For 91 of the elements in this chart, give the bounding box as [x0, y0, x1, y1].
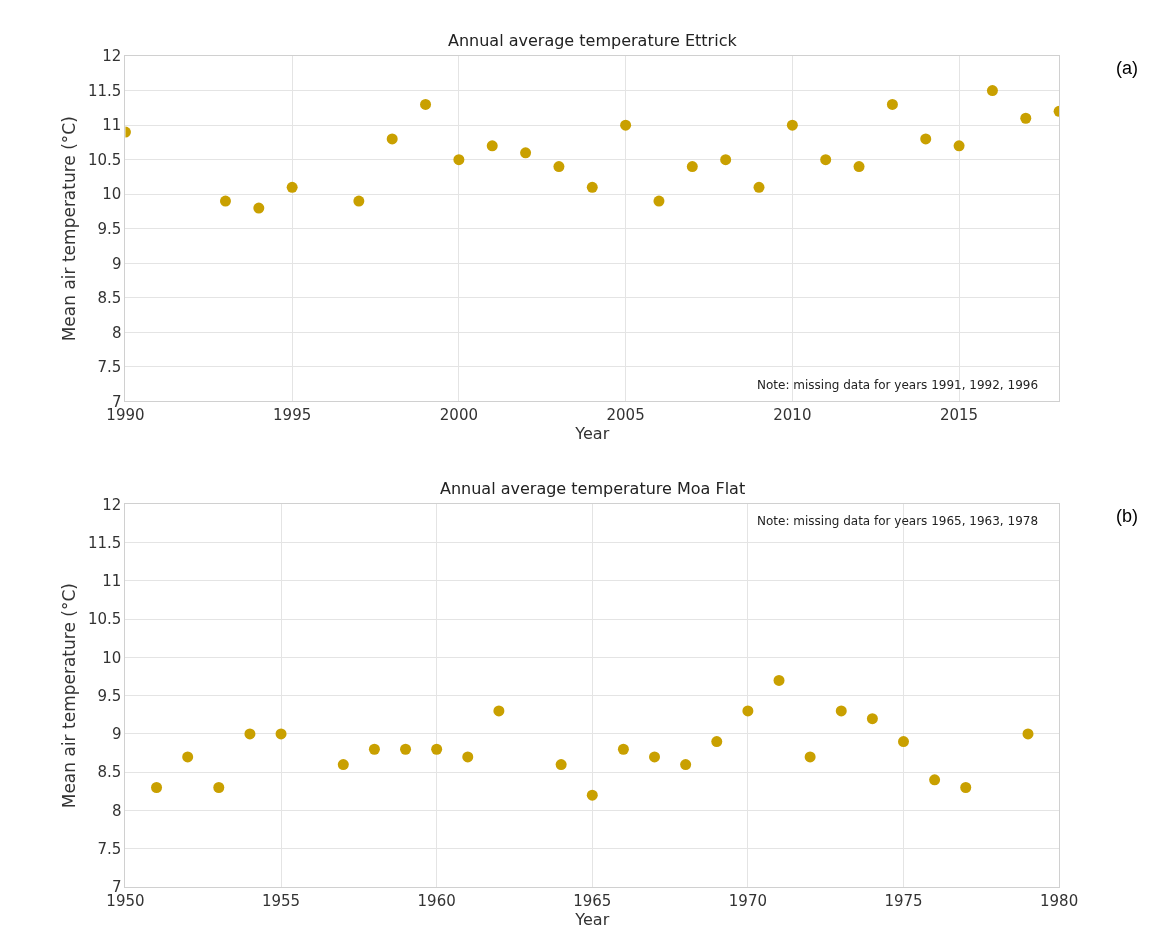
point — [835, 705, 847, 717]
y-tick-label: 10.5 — [88, 610, 122, 629]
x-tick-label: 1970 — [728, 891, 767, 910]
y-tick-label: 11 — [102, 572, 122, 591]
point — [368, 743, 380, 755]
point — [151, 782, 163, 793]
text: (a) — [1116, 58, 1138, 78]
point — [1020, 112, 1032, 124]
y-tick-label: 10 — [102, 185, 122, 204]
point — [213, 782, 225, 793]
point — [453, 154, 465, 166]
point — [929, 774, 941, 786]
chart-title: Annual average temperature Ettrick — [448, 31, 738, 50]
point — [586, 789, 598, 801]
point — [493, 705, 505, 717]
point — [653, 195, 665, 207]
point — [617, 743, 629, 755]
text: (b) — [1116, 506, 1138, 526]
point — [686, 161, 698, 173]
point — [353, 195, 365, 207]
x-tick-label: 2000 — [439, 406, 478, 425]
chart-title: Annual average temperature Moa Flat — [440, 479, 746, 498]
point — [275, 728, 287, 740]
y-tick-label: 8 — [111, 801, 122, 820]
annotation: Note: missing data for years 1965, 1963, 1978 — [757, 514, 1039, 528]
y-tick-label: 8.5 — [97, 289, 122, 308]
point — [953, 140, 965, 152]
y-axis-title: Mean air temperature (°C) — [58, 583, 79, 809]
y-tick-label: 11 — [102, 116, 122, 135]
point — [711, 736, 723, 748]
point — [1022, 728, 1034, 740]
point — [773, 674, 785, 686]
x-axis-title: Year — [574, 909, 610, 929]
point — [244, 728, 256, 740]
y-tick-label: 8.5 — [97, 763, 122, 782]
point — [920, 133, 932, 145]
y-tick-label: 12 — [102, 495, 122, 514]
x-tick-label: 2010 — [773, 406, 812, 425]
point — [400, 743, 412, 755]
point — [253, 202, 265, 214]
point — [866, 713, 878, 725]
y-tick-label: 10.5 — [88, 150, 122, 169]
point — [555, 759, 567, 771]
point — [486, 140, 498, 152]
x-tick-label: 1960 — [417, 891, 456, 910]
x-tick-label: 1955 — [261, 891, 301, 910]
point — [337, 759, 349, 771]
point — [853, 161, 865, 173]
point — [520, 147, 532, 159]
x-tick-label: 2015 — [939, 406, 979, 425]
y-tick-label: 11.5 — [88, 533, 122, 552]
point — [886, 98, 898, 110]
y-axis-title: Mean air temperature (°C) — [58, 116, 79, 342]
point — [680, 759, 692, 771]
point — [462, 751, 474, 763]
point — [386, 133, 398, 145]
y-tick-label: 11.5 — [88, 81, 122, 100]
point — [182, 751, 194, 763]
y-tick-label: 9 — [111, 254, 122, 273]
point — [742, 705, 754, 717]
x-tick-label: 2005 — [606, 406, 645, 425]
x-tick-label: 1965 — [573, 891, 612, 910]
point — [898, 736, 909, 748]
x-axis-title: Year — [574, 424, 610, 444]
x-tick-label: 1975 — [884, 891, 923, 910]
point — [804, 751, 816, 763]
point — [431, 743, 443, 755]
point — [786, 119, 798, 131]
point — [649, 751, 661, 763]
y-tick-label: 8 — [111, 323, 122, 342]
point — [620, 119, 632, 131]
x-tick-label: 1995 — [273, 406, 312, 425]
annotation: Note: missing data for years 1991, 1992, 1996 — [757, 378, 1039, 392]
y-tick-label: 9.5 — [97, 686, 122, 705]
point — [420, 98, 432, 110]
point — [753, 181, 765, 193]
y-tick-label: 9.5 — [97, 219, 122, 238]
y-tick-label: 12 — [102, 47, 122, 66]
point — [219, 195, 231, 207]
point — [820, 154, 832, 166]
y-tick-label: 7.5 — [97, 358, 122, 377]
point — [286, 181, 298, 193]
point — [720, 154, 732, 166]
y-tick-label: 9 — [111, 725, 122, 744]
point — [986, 85, 998, 97]
point — [553, 161, 565, 173]
y-tick-label: 7.5 — [97, 839, 122, 858]
point — [960, 782, 972, 793]
point — [586, 181, 598, 193]
y-tick-label: 10 — [102, 648, 122, 667]
x-tick-label: 1980 — [1040, 891, 1079, 910]
